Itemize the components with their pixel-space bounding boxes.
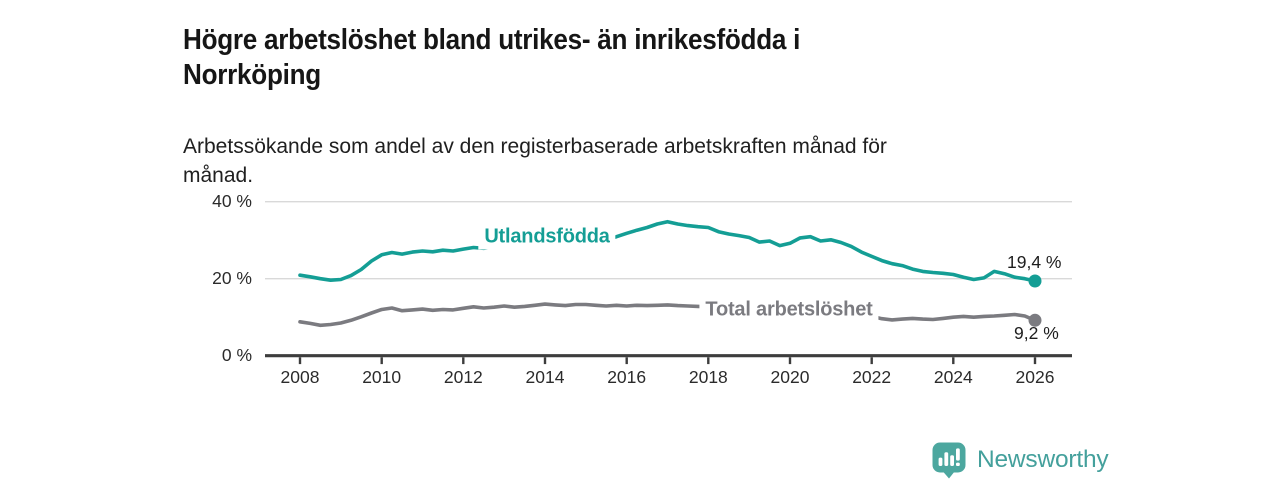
x-axis-label-2026: 2026 [1015,367,1055,387]
x-axis-label-2010: 2010 [362,367,402,387]
x-axis-label-2008: 2008 [280,367,320,387]
series-line-utlandsfodda [298,219,1037,283]
x-axis-label-2022: 2022 [852,367,892,387]
newsworthy-logo-text: Newsworthy [977,446,1109,473]
newsworthy-logo[interactable]: Newsworthy [931,441,1109,479]
y-axis-label-40: 40 % [212,190,252,211]
x-axis-label-2024: 2024 [933,367,973,387]
x-axis-label-2016: 2016 [607,367,647,387]
y-axis-label-0: 0 % [221,344,252,365]
end-value-label-total-arbetsloshet: 9,2 % [1014,323,1059,343]
x-axis-label-2018: 2018 [688,367,728,387]
x-axis-label-2012: 2012 [443,367,483,387]
newsworthy-speech-bubble-bar-chart-icon [932,442,966,479]
chart-subtitle: Arbetssökande som andel av den registerb… [183,135,887,187]
y-axis-labels: 0 % 20 % 40 % [178,0,252,480]
series-end-dot-total [1028,313,1042,327]
x-axis-labels: 2008 2010 2012 2014 2016 2018 2020 2022 2024 2026 [0,367,1280,391]
chart-title: Högre arbetslöshet bland utrikes- än inr… [183,24,801,92]
series-label-total-arbetsloshet: Total arbetslöshet [699,297,879,323]
series-end-dot-utlandsfodda [1028,274,1042,288]
x-axis-label-2014: 2014 [525,367,565,387]
series-line-total [298,302,1037,328]
y-axis-label-20: 20 % [212,267,252,288]
end-value-label-utlandsfodda: 19,4 % [1007,252,1062,272]
series-label-utlandsfodda: Utlandsfödda [478,224,616,250]
x-axis-label-2020: 2020 [770,367,810,387]
